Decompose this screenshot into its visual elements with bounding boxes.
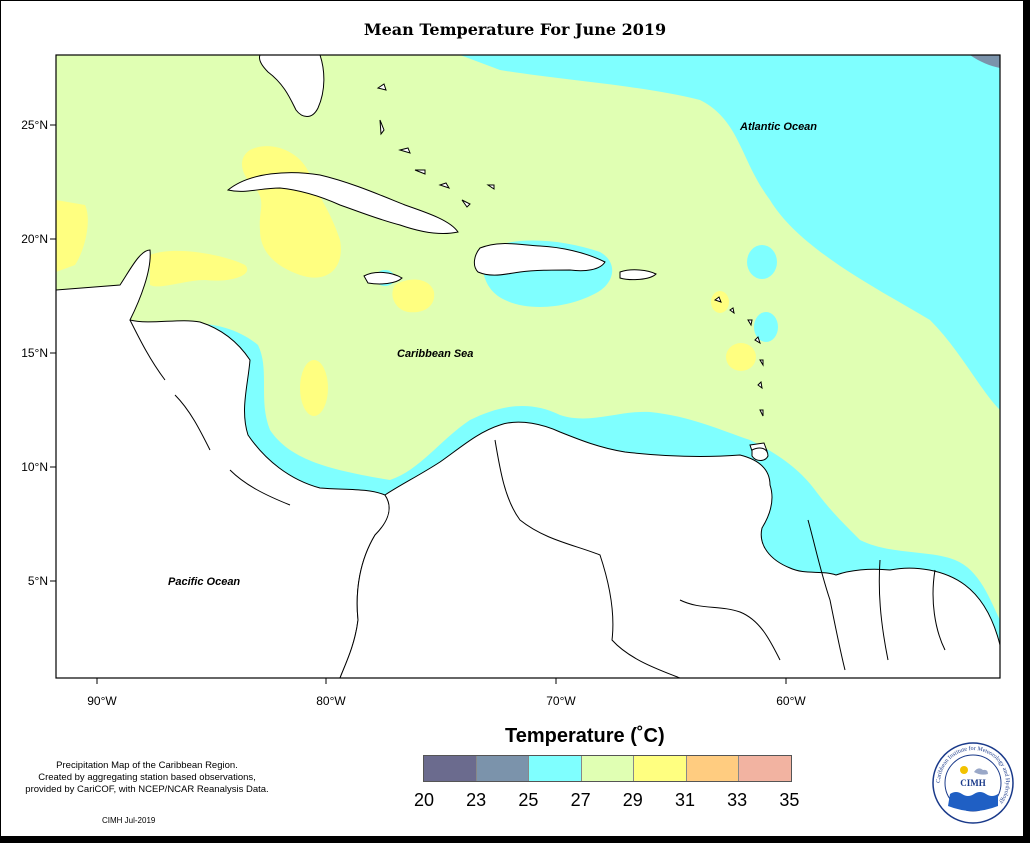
west-warm-region — [56, 200, 88, 272]
legend-tick-label: 29 — [622, 790, 643, 810]
lon-label: 90°W — [87, 694, 117, 708]
atlantic-ocean-label: Atlantic Ocean — [739, 121, 817, 133]
legend-tick-label: 23 — [466, 790, 487, 810]
french-guiana-border — [932, 569, 946, 651]
hispaniola-island — [473, 243, 606, 276]
pacific-ocean-label: Pacific Ocean — [168, 576, 240, 588]
map-title: Mean Temperature For June 2019 — [363, 20, 667, 39]
logo-text: CIMH — [960, 778, 986, 788]
central-america-borders — [129, 319, 291, 506]
lat-label: 20°N — [21, 232, 48, 246]
lat-label: 15°N — [21, 346, 48, 360]
lesser-antilles-cool-2 — [754, 312, 778, 342]
guyana-border — [807, 519, 846, 671]
legend-colorbar — [423, 755, 792, 782]
cimh-logo: Caribbean Institute for Meteorology and … — [932, 742, 1014, 824]
lon-label: 70°W — [546, 694, 576, 708]
legend-tick-label: 33 — [727, 790, 748, 810]
legend-tick-label: 31 — [674, 790, 696, 810]
lesser-antilles-islands — [713, 296, 768, 455]
legend-tick-label: 25 — [518, 790, 539, 810]
credit-line: Precipitation Map of the Caribbean Regio… — [56, 760, 238, 771]
legend-swatch — [634, 756, 687, 781]
lon-label: 60°W — [776, 694, 806, 708]
waves-icon — [948, 792, 998, 811]
legend-swatch — [686, 756, 739, 781]
lat-label: 5°N — [28, 574, 48, 588]
sun-icon — [960, 766, 968, 774]
lon-axis: 90°W 80°W 70°W 60°W — [87, 678, 806, 708]
lat-axis: 25°N 20°N 15°N 10°N 5°N — [21, 118, 56, 588]
legend-swatch — [424, 756, 477, 781]
credit-line: provided by CariCOF, with NCEP/NCAR Rean… — [25, 784, 269, 795]
legend-swatch — [476, 756, 529, 781]
lat-label: 10°N — [21, 460, 48, 474]
legend-title: Temperature (˚C) — [505, 725, 665, 747]
legend-swatch — [529, 756, 582, 781]
lat-label: 25°N — [21, 118, 48, 132]
atlantic-cool-region — [460, 55, 1000, 410]
cuba-island — [226, 172, 459, 235]
puerto-rico-island — [619, 269, 657, 281]
cloud-icon — [974, 768, 988, 775]
bahamas-islands — [376, 83, 495, 208]
caribbean-warm-spot — [300, 360, 328, 416]
legend-swatch — [581, 756, 634, 781]
date-stamp: CIMH Jul-2019 — [102, 816, 156, 825]
jamaica-warm-region — [392, 279, 435, 313]
jamaica-island — [363, 271, 403, 285]
map-plot-area — [56, 55, 1000, 678]
credit-text: Precipitation Map of the Caribbean Regio… — [12, 760, 282, 796]
suriname-border — [878, 559, 889, 661]
venezuela-brazil-border — [679, 599, 781, 661]
legend-tick-label: 20 — [413, 790, 435, 810]
credit-line: Created by aggregating station based obs… — [38, 772, 256, 783]
colombia-venezuela-border — [494, 439, 681, 678]
legend-tick-label: 27 — [570, 790, 591, 810]
florida-landmass — [259, 55, 325, 117]
legend-swatch — [739, 756, 791, 781]
south-america-landmass — [339, 421, 1000, 678]
caribbean-sea-label: Caribbean Sea — [397, 348, 473, 360]
atlantic-cooler-corner — [970, 55, 1000, 68]
plot-border — [55, 54, 1001, 679]
lon-label: 80°W — [316, 694, 346, 708]
yucatan-warm-region — [150, 250, 248, 287]
antilles-warm-spot-1 — [726, 343, 756, 371]
trinidad-island — [751, 447, 769, 461]
legend-tick-label: 35 — [779, 790, 800, 810]
lesser-antilles-cool-1 — [747, 245, 777, 279]
